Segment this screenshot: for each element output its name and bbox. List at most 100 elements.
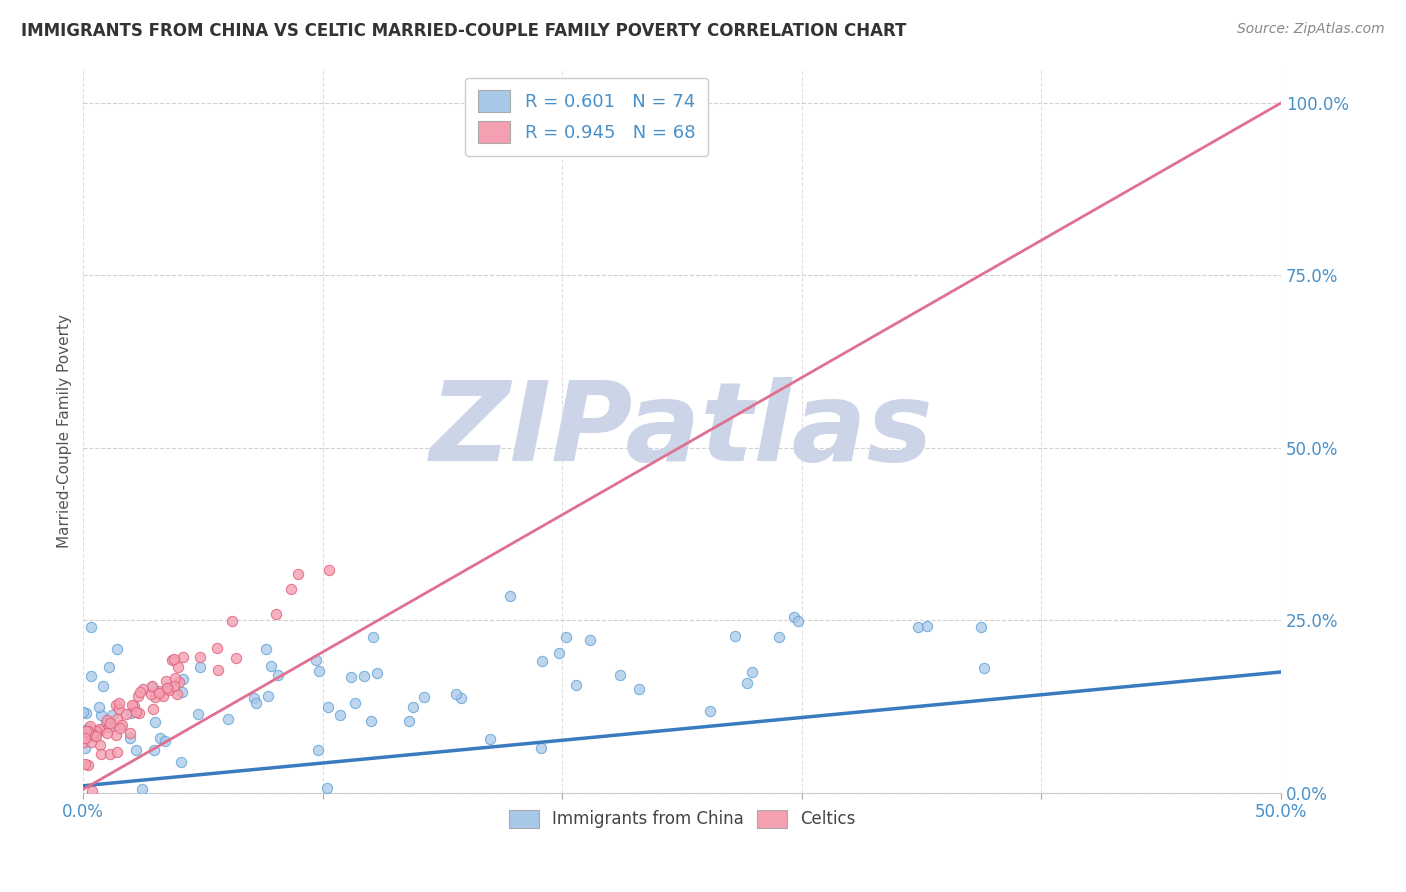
Point [120,726,142,740]
Point [98,715,121,730]
Point [90,708,112,723]
Point [254,642,277,657]
Point [172,672,194,686]
Point [77,758,100,772]
Point [80,783,103,797]
Point [79,719,101,733]
Point [917,619,939,633]
Text: Source: ZipAtlas.com: Source: ZipAtlas.com [1237,22,1385,37]
Point [98,660,121,674]
Point [188,660,211,674]
Point [98,720,121,734]
Point [221,614,243,628]
Point [166,687,188,701]
Point [84,725,107,739]
Point [145,690,167,705]
Point [531,654,554,668]
Point [84,724,107,739]
Point [724,629,747,643]
Point [101,707,124,722]
Point [307,742,329,756]
Point [75,740,97,755]
Point [105,698,128,712]
Point [450,690,472,705]
Point [79,669,101,683]
Point [305,653,328,667]
Point [167,659,190,673]
Point [121,698,143,712]
Point [907,620,929,634]
Point [167,674,190,689]
Point [318,700,340,714]
Point [353,669,375,683]
Point [768,630,790,644]
Point [124,699,146,714]
Point [170,755,193,769]
Point [172,649,194,664]
Point [148,686,170,700]
Point [141,680,163,694]
Point [87,699,110,714]
Point [131,782,153,797]
Point [308,664,330,678]
Point [110,721,132,735]
Point [83,729,105,743]
Point [162,653,184,667]
Point [205,641,228,656]
Point [118,731,141,746]
Point [366,666,388,681]
Point [73,731,96,745]
Point [170,685,193,699]
Point [105,745,128,759]
Point [217,712,239,726]
Point [579,632,602,647]
Point [128,685,150,699]
Point [187,706,209,721]
Point [80,619,103,633]
Text: IMMIGRANTS FROM CHINA VS CELTIC MARRIED-COUPLE FAMILY POVERTY CORRELATION CHART: IMMIGRANTS FROM CHINA VS CELTIC MARRIED-… [21,22,907,40]
Point [499,589,522,603]
Point [87,723,110,737]
Point [91,679,114,693]
Legend: Immigrants from China, Celtics: Immigrants from China, Celtics [502,803,862,835]
Point [114,706,136,721]
Point [548,646,571,660]
Point [90,747,112,761]
Point [163,679,186,693]
Point [413,690,436,704]
Point [75,756,97,771]
Point [156,681,179,695]
Point [89,738,111,752]
Point [267,668,290,682]
Point [96,725,118,739]
Point [245,696,267,710]
Point [110,718,132,732]
Point [529,741,551,756]
Point [165,671,187,685]
Point [737,676,759,690]
Point [152,689,174,703]
Point [153,733,176,747]
Point [155,673,177,688]
Point [82,728,104,742]
Point [84,729,107,743]
Point [444,687,467,701]
Point [98,747,121,761]
Point [329,707,352,722]
Point [361,630,384,644]
Point [628,681,651,696]
Point [157,682,180,697]
Point [96,713,118,727]
Point [128,706,150,721]
Point [108,696,131,710]
Point [120,706,142,720]
Point [783,610,806,624]
Point [257,690,280,704]
Point [108,702,131,716]
Point [786,614,808,628]
Point [478,731,501,746]
Point [287,567,309,582]
Point [225,651,247,665]
Point [609,668,631,682]
Point [260,659,283,673]
